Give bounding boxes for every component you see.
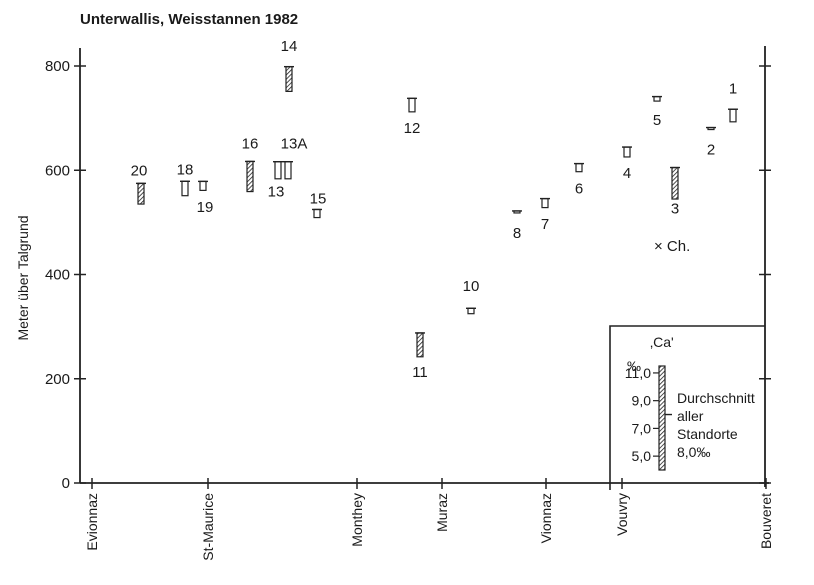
x-ticks: Evionnaz St-Maurice Monthey Muraz Vionnaz Vou… <box>84 478 774 561</box>
legend-box <box>609 325 765 490</box>
ca-bar <box>181 180 189 197</box>
point-label: 7 <box>541 216 549 233</box>
point-label: 16 <box>242 136 259 153</box>
ca-bar <box>408 97 416 113</box>
chart-title: Unterwallis, Weisstannen 1982 <box>80 11 298 28</box>
point-label: 20 <box>131 163 148 180</box>
y-axis-label: Meter über Talgrund <box>15 215 31 340</box>
point-label: 12 <box>404 120 421 137</box>
ca-bar <box>623 146 631 158</box>
ca-bar <box>729 108 737 123</box>
point-label: 19 <box>197 199 214 216</box>
legend: ‚Ca' ‰ 11,0 9,0 7,0 5,0 Durchschnitt aller St… <box>609 325 765 490</box>
data-point-12: 12 <box>404 97 421 137</box>
axes <box>79 46 769 487</box>
data-point-8: 8 <box>512 210 522 242</box>
ca-bar <box>274 161 282 180</box>
ca-bar <box>199 180 207 191</box>
ca-bar <box>137 182 145 205</box>
legend-scale-label: 11,0 <box>625 365 651 381</box>
point-label: 2 <box>707 142 715 159</box>
data-point-14: 14 <box>281 38 298 93</box>
data-point-3: 3 <box>670 166 680 217</box>
ca-bar <box>285 66 293 93</box>
data-point-5: 5 <box>652 95 662 129</box>
ca-bar <box>671 166 679 200</box>
point-label: 14 <box>281 38 298 55</box>
point-label: 6 <box>575 181 583 198</box>
x-tick-label: Muraz <box>434 493 450 532</box>
data-point-20: 20 <box>131 163 148 205</box>
ca-bar <box>246 160 254 193</box>
y-tick-label: 600 <box>45 162 70 179</box>
legend-mean-text: Durchschnitt aller Standorte 8,0‰ <box>677 390 755 460</box>
point-label: 18 <box>177 161 194 178</box>
y-ticks: 0 200 400 600 800 <box>45 58 771 492</box>
legend-scale: 11,0 9,0 7,0 5,0 <box>625 365 672 471</box>
y-tick-label: 800 <box>45 58 70 75</box>
point-label: 5 <box>653 112 661 129</box>
data-point-10: 10 <box>463 278 480 315</box>
x-tick-label: Monthey <box>349 493 365 547</box>
data-point-2: 2 <box>706 126 716 159</box>
point-label: 4 <box>623 165 631 182</box>
ca-bar <box>284 161 292 180</box>
point-label: 3 <box>671 200 679 217</box>
point-label: 13 <box>268 183 285 200</box>
data-point-1: 1 <box>728 81 738 123</box>
legend-mean-line-text: 8,0‰ <box>677 444 710 460</box>
legend-mean-line-text: Durchschnitt <box>677 390 755 406</box>
data-point-15: 15 <box>310 191 327 219</box>
x-tick-label: Vionnaz <box>538 493 554 543</box>
data-point-16: 16 <box>242 136 259 193</box>
y-tick-label: 0 <box>62 475 70 492</box>
point-label: 13A <box>281 135 308 152</box>
data-point-11: 11 <box>412 332 428 381</box>
ca-bar <box>575 162 583 173</box>
point-label: 11 <box>412 364 428 381</box>
x-tick-label: St-Maurice <box>200 493 216 561</box>
ca-bar <box>416 332 424 358</box>
legend-title: ‚Ca' <box>650 334 674 350</box>
legend-mean-line-text: Standorte <box>677 426 738 442</box>
y-tick-label: 400 <box>45 267 70 284</box>
data-points: 20 18 19 16 13 13A 14 15 12 11 10 8 7 6 4 5 3 2 1 <box>131 38 738 381</box>
data-point-18: 18 <box>177 161 194 197</box>
data-point-13a: 13A <box>281 135 308 180</box>
legend-scale-label: 7,0 <box>632 420 652 436</box>
point-label: 1 <box>729 81 737 98</box>
data-point-13: 13 <box>268 160 285 200</box>
data-point-7: 7 <box>540 197 550 233</box>
x-tick-label: Bouveret <box>758 493 774 549</box>
ca-bar <box>541 197 549 209</box>
x-tick-label: Evionnaz <box>84 493 100 551</box>
reference-point: × Ch. <box>654 238 690 255</box>
point-label: 15 <box>310 191 327 208</box>
legend-scale-label: 5,0 <box>632 448 652 464</box>
data-point-4: 4 <box>622 146 632 182</box>
y-tick-label: 200 <box>45 371 70 388</box>
point-label: 10 <box>463 278 480 295</box>
legend-unit: ‰ <box>627 358 641 374</box>
legend-mean-line-text: aller <box>677 408 704 424</box>
data-point-6: 6 <box>574 162 584 198</box>
point-label: 8 <box>513 225 521 242</box>
legend-scale-bar <box>658 365 666 471</box>
ca-bar <box>467 307 475 315</box>
reference-point-label: × Ch. <box>654 238 690 255</box>
ca-bar <box>313 208 321 219</box>
legend-scale-label: 9,0 <box>632 393 652 409</box>
data-point-19: 19 <box>197 180 214 216</box>
x-tick-label: Vouvry <box>614 493 630 536</box>
